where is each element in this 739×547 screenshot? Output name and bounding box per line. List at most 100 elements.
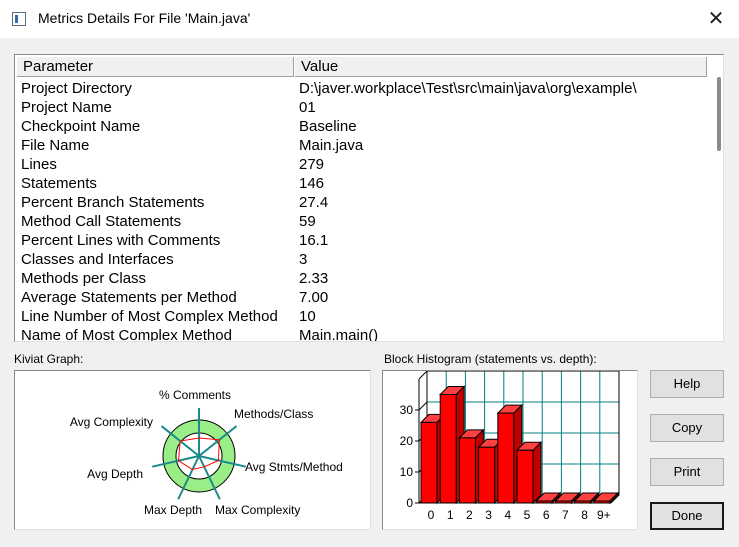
y-tick-label: 10 bbox=[400, 465, 414, 479]
table-row[interactable]: Method Call Statements 59 bbox=[15, 212, 715, 231]
parameter-cell: Average Statements per Method bbox=[21, 289, 237, 306]
print-button[interactable]: Print bbox=[650, 458, 724, 486]
table-row[interactable]: Project Directory D:\javer.workplace\Test… bbox=[15, 79, 715, 98]
vertical-scrollbar[interactable] bbox=[715, 77, 723, 341]
parameter-cell: Statements bbox=[21, 175, 97, 192]
kiviat-axis-line bbox=[151, 455, 200, 468]
histogram-bar bbox=[554, 500, 572, 504]
value-cell: 7.00 bbox=[299, 289, 329, 306]
histogram-bar bbox=[439, 394, 457, 504]
value-cell: 3 bbox=[299, 251, 308, 268]
histogram-bar bbox=[497, 412, 515, 504]
value-cell: 59 bbox=[299, 213, 316, 230]
parameter-cell: Methods per Class bbox=[21, 270, 147, 287]
x-tick-label: 0 bbox=[428, 508, 435, 522]
x-tick-label: 1 bbox=[447, 508, 454, 522]
histogram-bar bbox=[535, 500, 553, 504]
histogram-label: Block Histogram (statements vs. depth): bbox=[384, 352, 597, 366]
grid-line bbox=[418, 401, 428, 411]
x-tick-label: 7 bbox=[562, 508, 569, 522]
histogram-bar bbox=[478, 446, 496, 504]
parameter-cell: File Name bbox=[21, 137, 90, 154]
y-tick-label: 20 bbox=[400, 434, 414, 448]
app-icon bbox=[12, 12, 26, 26]
parameter-cell: Checkpoint Name bbox=[21, 118, 141, 135]
value-cell: Baseline bbox=[299, 118, 357, 135]
table-row[interactable]: Classes and Interfaces 3 bbox=[15, 250, 715, 269]
table-row[interactable]: Lines 279 bbox=[15, 155, 715, 174]
table-row[interactable]: Percent Lines with Comments 16.1 bbox=[15, 231, 715, 250]
table-row[interactable]: Checkpoint Name Baseline bbox=[15, 117, 715, 136]
kiviat-axis-line bbox=[177, 455, 200, 500]
parameter-cell: Method Call Statements bbox=[21, 213, 182, 230]
table-row[interactable]: Percent Branch Statements 27.4 bbox=[15, 193, 715, 212]
table-row[interactable]: Name of Most Complex Method Main.main() bbox=[15, 326, 715, 342]
histogram-bar bbox=[420, 421, 438, 504]
parameter-cell: Percent Lines with Comments bbox=[21, 232, 221, 249]
table-row[interactable]: Methods per Class 2.33 bbox=[15, 269, 715, 288]
table-row[interactable]: Project Name 01 bbox=[15, 98, 715, 117]
table-row[interactable]: Line Number of Most Complex Method 10 bbox=[15, 307, 715, 326]
table-row[interactable]: Statements 146 bbox=[15, 174, 715, 193]
parameter-cell: Name of Most Complex Method bbox=[21, 327, 232, 342]
kiviat-axis-label: % Comments bbox=[159, 388, 231, 402]
x-tick-label: 8 bbox=[581, 508, 588, 522]
x-tick-label: 4 bbox=[504, 508, 511, 522]
y-tick-label: 30 bbox=[400, 403, 414, 417]
grid-line bbox=[418, 370, 428, 380]
value-cell: 01 bbox=[299, 99, 316, 116]
histogram-bar-side bbox=[532, 441, 542, 505]
kiviat-graph: % Comments Methods/Class Avg Stmts/Method M… bbox=[14, 370, 371, 530]
parameter-cell: Classes and Interfaces bbox=[21, 251, 174, 268]
x-tick-label: 3 bbox=[485, 508, 492, 522]
window-title: Metrics Details For File 'Main.java' bbox=[38, 10, 251, 26]
parameter-cell: Lines bbox=[21, 156, 57, 173]
table-row[interactable]: File Name Main.java bbox=[15, 136, 715, 155]
table-row[interactable]: Average Statements per Method 7.00 bbox=[15, 288, 715, 307]
x-axis bbox=[610, 494, 620, 504]
column-header-parameter[interactable]: Parameter bbox=[17, 57, 294, 77]
kiviat-axis-label: Avg Depth bbox=[87, 467, 143, 481]
scrollbar-thumb[interactable] bbox=[717, 77, 721, 151]
parameter-cell: Percent Branch Statements bbox=[21, 194, 205, 211]
value-cell: 146 bbox=[299, 175, 325, 192]
value-cell: Main.main() bbox=[299, 327, 379, 342]
close-button[interactable]: ✕ bbox=[707, 8, 725, 30]
kiviat-axis-label: Max Depth bbox=[144, 503, 202, 517]
histogram-bar bbox=[574, 500, 592, 504]
kiviat-label: Kiviat Graph: bbox=[14, 352, 84, 366]
y-tick-label: 0 bbox=[406, 496, 413, 510]
kiviat-axis-line bbox=[198, 455, 247, 468]
histogram-bar bbox=[458, 437, 476, 504]
x-tick-label: 5 bbox=[524, 508, 531, 522]
kiviat-axis-label: Avg Stmts/Method bbox=[245, 460, 343, 474]
copy-button[interactable]: Copy bbox=[650, 414, 724, 442]
block-histogram: 0 10 20 30 0 1 2 3 4 5 6 7 8 9+ bbox=[382, 370, 638, 530]
value-cell: 2.33 bbox=[299, 270, 329, 287]
help-button[interactable]: Help bbox=[650, 370, 724, 398]
histogram-bar bbox=[516, 449, 534, 504]
x-tick-label: 9+ bbox=[597, 508, 611, 522]
x-tick-label: 2 bbox=[466, 508, 473, 522]
column-header-value[interactable]: Value bbox=[295, 57, 707, 77]
parameter-cell: Project Name bbox=[21, 99, 112, 116]
value-cell: 279 bbox=[299, 156, 325, 173]
x-tick-label: 6 bbox=[543, 508, 550, 522]
value-cell: 27.4 bbox=[299, 194, 329, 211]
done-button[interactable]: Done bbox=[650, 502, 724, 530]
value-cell: Main.java bbox=[299, 137, 364, 154]
kiviat-axis-line bbox=[198, 425, 238, 457]
value-cell: D:\javer.workplace\Test\src\main\java\or… bbox=[299, 80, 637, 97]
kiviat-axis-label: Max Complexity bbox=[215, 503, 300, 517]
kiviat-axis-label: Avg Complexity bbox=[70, 415, 153, 429]
kiviat-axis-line bbox=[198, 455, 221, 500]
title-bar: Metrics Details For File 'Main.java' ✕ bbox=[0, 0, 739, 38]
kiviat-axis-label: Methods/Class bbox=[234, 407, 313, 421]
value-cell: 16.1 bbox=[299, 232, 329, 249]
kiviat-polygon bbox=[177, 437, 220, 471]
metrics-table: Parameter Value Project Directory D:\jave… bbox=[14, 54, 724, 342]
histogram-bar bbox=[593, 500, 611, 504]
value-cell: 10 bbox=[299, 308, 316, 325]
parameter-cell: Line Number of Most Complex Method bbox=[21, 308, 278, 325]
